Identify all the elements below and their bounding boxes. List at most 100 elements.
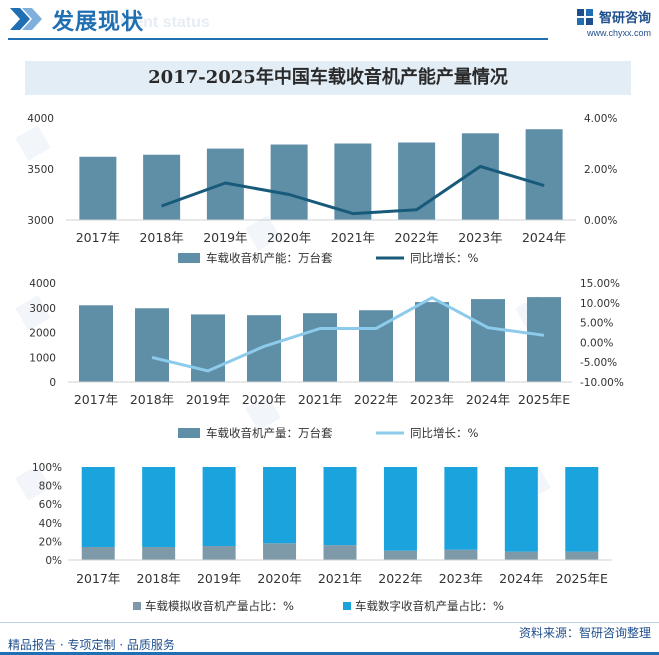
y-left-tick-label: 40% — [39, 518, 62, 530]
y-left-tick-label: 3000 — [27, 215, 54, 227]
bar-segment — [81, 546, 115, 560]
y-left-tick-label: 20% — [39, 536, 62, 548]
bar-segment — [263, 543, 297, 560]
x-tick-label: 2018年 — [137, 571, 181, 586]
header-rule — [8, 38, 548, 40]
bar-segment — [444, 467, 478, 550]
y-left-tick-label: 4000 — [29, 278, 56, 290]
legend-swatch — [178, 428, 200, 438]
x-tick-label: 2017年 — [76, 571, 120, 586]
y-left-tick-label: 4000 — [27, 113, 54, 125]
double-chevron-icon — [10, 8, 42, 30]
bar — [270, 144, 308, 220]
legend-label: 车载模拟收音机产量占比：% — [145, 599, 294, 613]
legend-label: 同比增长：% — [410, 426, 478, 440]
bar — [471, 299, 505, 382]
y-left-tick-label: 0 — [49, 377, 56, 389]
bar — [415, 302, 449, 382]
legend-label: 车载收音机产能：万台套 — [206, 251, 333, 265]
output-chart: 0 1000 2000 3000 4000 -10.00% -5.00% 0.00% 5.00%… — [29, 278, 624, 440]
header-subtitle: ment status — [120, 14, 210, 31]
x-tick-label: 2024年 — [499, 571, 543, 586]
y-right-tick-label: 5.00% — [580, 318, 613, 330]
bar — [303, 313, 337, 382]
bar-segment — [202, 467, 236, 547]
chart-title: 2017-2025年中国车载收音机产能产量情况 — [25, 61, 631, 95]
legend-label: 同比增长：% — [410, 251, 478, 265]
legend-swatch — [178, 253, 200, 263]
x-tick-label: 2017年 — [76, 230, 120, 245]
y-left-tick-label: 100% — [32, 462, 62, 474]
bar-segment — [142, 467, 176, 547]
bar-segment — [504, 551, 538, 560]
x-tick-label: 2024年 — [466, 392, 510, 407]
x-tick-label: 2023年 — [410, 392, 454, 407]
legend-swatch — [133, 602, 141, 610]
bar — [525, 129, 563, 220]
bar — [79, 156, 117, 220]
x-tick-label: 2022年 — [354, 392, 398, 407]
bar — [461, 133, 499, 220]
bar-segment — [323, 467, 357, 546]
bar-segment — [444, 549, 478, 560]
x-tick-label: 2020年 — [257, 571, 301, 586]
bar-segment — [263, 467, 297, 544]
bar — [247, 315, 281, 382]
brand-name: 智研咨询 — [598, 11, 651, 26]
x-tick-label: 2025年E — [556, 571, 608, 586]
growth-line — [161, 164, 545, 216]
bar — [334, 143, 372, 220]
bar — [527, 297, 561, 382]
bar-segment — [565, 467, 599, 552]
x-tick-label: 2018年 — [130, 392, 174, 407]
x-tick-label: 2020年 — [267, 230, 311, 245]
bar — [79, 305, 113, 382]
y-right-tick-label: 0.00% — [580, 337, 613, 349]
footer-rule — [0, 622, 659, 623]
legend-label: 车载收音机产量：万台套 — [206, 426, 333, 440]
y-left-tick-label: 0% — [45, 555, 62, 567]
footer-slogan: 精品报告 · 专项定制 · 品质服务 — [8, 638, 175, 652]
legend-swatch — [343, 602, 351, 610]
x-tick-label: 2022年 — [378, 571, 422, 586]
x-tick-label: 2023年 — [458, 230, 502, 245]
x-tick-label: 2018年 — [139, 230, 183, 245]
bar — [135, 308, 169, 382]
y-left-tick-label: 1000 — [29, 352, 56, 364]
bar-segment — [142, 546, 176, 560]
bar-segment — [383, 550, 417, 560]
y-right-tick-label: 15.00% — [580, 278, 620, 290]
y-right-tick-label: 2.00% — [584, 164, 617, 176]
x-tick-label: 2017年 — [74, 392, 118, 407]
y-left-tick-label: 3000 — [29, 303, 56, 315]
x-tick-label: 2022年 — [394, 230, 438, 245]
brand: 智研咨询 www.chyxx.com — [576, 6, 651, 38]
bar-segment — [565, 551, 599, 560]
x-tick-label: 2019年 — [197, 571, 241, 586]
x-tick-label: 2019年 — [203, 230, 247, 245]
y-left-tick-label: 3500 — [27, 164, 54, 176]
y-right-tick-label: 0.00% — [584, 215, 617, 227]
brand-logo-icon — [576, 8, 593, 25]
y-left-tick-label: 2000 — [29, 328, 56, 340]
y-left-tick-label: 80% — [39, 481, 62, 493]
x-tick-label: 2021年 — [318, 571, 362, 586]
bar-segment — [504, 467, 538, 552]
header-title: 发展现状 — [52, 9, 145, 35]
capacity-chart: 3000 3500 4000 0.00% 2.00% 4.00% 2017年 2018年 201… — [27, 113, 617, 265]
bar-segment — [323, 545, 357, 560]
bar-segment — [202, 546, 236, 560]
x-tick-label: 2021年 — [331, 230, 375, 245]
growth-line — [151, 296, 545, 373]
x-tick-label: 2020年 — [242, 392, 286, 407]
y-left-tick-label: 60% — [39, 499, 62, 511]
brand-url: www.chyxx.com — [586, 28, 651, 38]
footer-bar — [0, 652, 659, 655]
footer-source: 资料来源：智研咨询整理 — [518, 626, 651, 640]
x-tick-label: 2021年 — [298, 392, 342, 407]
share-chart: 0% 20% 40% 60% 80% 100% 2017年 2018年 2019年 2020年 20… — [32, 462, 612, 613]
y-right-tick-label: 10.00% — [580, 298, 620, 310]
x-tick-label: 2023年 — [439, 571, 483, 586]
x-tick-label: 2019年 — [186, 392, 230, 407]
y-right-tick-label: -5.00% — [580, 357, 617, 369]
